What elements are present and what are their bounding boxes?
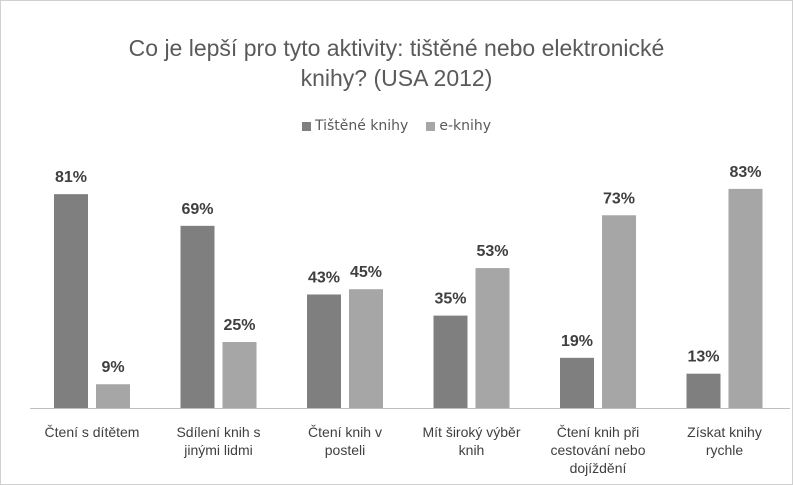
category-label: Čtení knih v: [308, 424, 382, 440]
category-label: Čtení s dítětem: [45, 424, 140, 440]
category-label: cestování nebo: [551, 442, 646, 458]
legend-swatch-print: [301, 121, 311, 131]
bar-print: [180, 225, 215, 408]
data-label: 35%: [434, 291, 466, 308]
bar-ebook: [475, 268, 510, 408]
category-label: Mít široký výběr: [422, 424, 520, 440]
category-label: Čtení knih při: [557, 424, 639, 440]
bar-print: [54, 194, 88, 408]
data-label: 73%: [603, 190, 635, 207]
bar-ebook: [349, 289, 383, 408]
category-label: posteli: [325, 442, 365, 458]
data-label: 25%: [223, 317, 255, 334]
category-label: knih: [459, 442, 485, 458]
chart-title-line2: knihy? (USA 2012): [300, 65, 493, 91]
bar-print: [307, 294, 341, 408]
category-label: Získat knihy: [687, 424, 762, 440]
data-label: 45%: [350, 264, 382, 281]
data-label: 81%: [55, 169, 87, 186]
legend: Tištěné knihy e-knihy: [0, 118, 793, 134]
bar-print: [560, 357, 594, 408]
legend-item-ebook: e-knihy: [426, 118, 491, 134]
data-label: 83%: [729, 164, 761, 181]
bar-ebook: [222, 342, 257, 408]
bar-ebook: [96, 384, 130, 408]
bar-ebook: [728, 188, 763, 408]
legend-label-ebook: e-knihy: [439, 118, 492, 134]
data-label: 53%: [476, 243, 508, 260]
category-label: Sdílení knih s: [176, 424, 260, 440]
legend-item-print: Tištěné knihy: [301, 118, 409, 134]
bar-ebook: [602, 215, 636, 408]
chart-title-line1: Co je lepší pro tyto aktivity: tištěné n…: [128, 35, 665, 61]
legend-swatch-ebook: [426, 121, 436, 131]
category-label: jinými lidmi: [183, 442, 252, 458]
data-label: 69%: [181, 201, 213, 218]
category-label: rychle: [706, 442, 744, 458]
bar-print: [686, 373, 721, 408]
data-label: 43%: [308, 269, 340, 286]
data-label: 19%: [561, 333, 593, 350]
category-label: dojíždění: [570, 460, 627, 476]
legend-label-print: Tištěné knihy: [314, 118, 409, 134]
data-label: 9%: [101, 359, 124, 376]
bar-print: [433, 315, 468, 408]
data-label: 13%: [687, 349, 719, 366]
